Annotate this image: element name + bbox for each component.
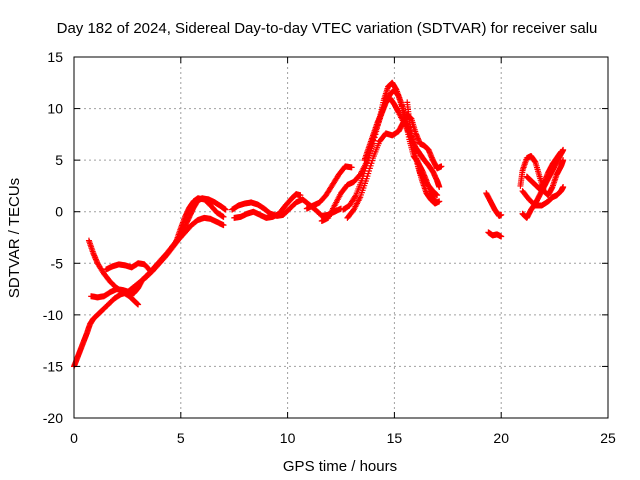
data-point (438, 163, 445, 170)
data-point (436, 198, 443, 205)
series-arc-m (404, 99, 443, 207)
data-point (558, 148, 565, 155)
series-arc-n (483, 190, 505, 219)
y-tick-label: 15 (47, 49, 63, 65)
x-tick-label: 5 (177, 430, 185, 446)
data-point (147, 268, 154, 275)
data-point (222, 206, 229, 213)
grid-lines (74, 57, 608, 418)
data-point (348, 164, 355, 171)
data-point (220, 222, 227, 229)
series-arc-s (519, 183, 567, 209)
x-tick-label: 10 (280, 430, 296, 446)
data-point (560, 157, 567, 164)
series-arc-h (303, 163, 355, 212)
x-tick-label: 15 (387, 430, 403, 446)
series-arc-r (523, 148, 565, 193)
series-arc-e (173, 195, 227, 244)
x-tick-label: 25 (600, 430, 616, 446)
plot-frame (73, 56, 609, 419)
x-tick-label: 20 (493, 430, 509, 446)
series-arc-p (517, 153, 567, 199)
chart-title: Day 182 of 2024, Sidereal Day-to-day VTE… (57, 20, 598, 37)
data-point (498, 211, 505, 218)
data-point (220, 213, 227, 220)
data-point (297, 192, 304, 199)
data-point (135, 301, 142, 308)
x-axis-label: GPS time / hours (283, 458, 397, 475)
series-arc-o (485, 229, 505, 240)
series-arc-c (88, 195, 229, 301)
y-tick-label: -15 (43, 358, 63, 374)
y-tick-label: -10 (43, 307, 63, 323)
x-tick-label: 0 (70, 430, 78, 446)
series-arc-g (231, 191, 304, 221)
data-point (498, 233, 505, 240)
axis-ticks: 0 5 10 15 20 25 -20 -15 -10 -5 0 5 10 15 (43, 49, 616, 446)
y-tick-label: -5 (51, 255, 64, 271)
data-point (560, 183, 567, 190)
y-tick-label: 5 (55, 152, 63, 168)
y-axis-label: SDTVAR / TECUs (6, 178, 23, 298)
y-tick-label: -20 (43, 410, 63, 426)
data-point (147, 267, 154, 274)
data-point (352, 193, 359, 200)
data-point (436, 183, 443, 190)
y-tick-label: 10 (47, 101, 63, 117)
data-markers (71, 79, 567, 370)
series-arc-d (103, 260, 154, 275)
data-point (434, 192, 441, 199)
y-tick-label: 0 (55, 204, 63, 220)
